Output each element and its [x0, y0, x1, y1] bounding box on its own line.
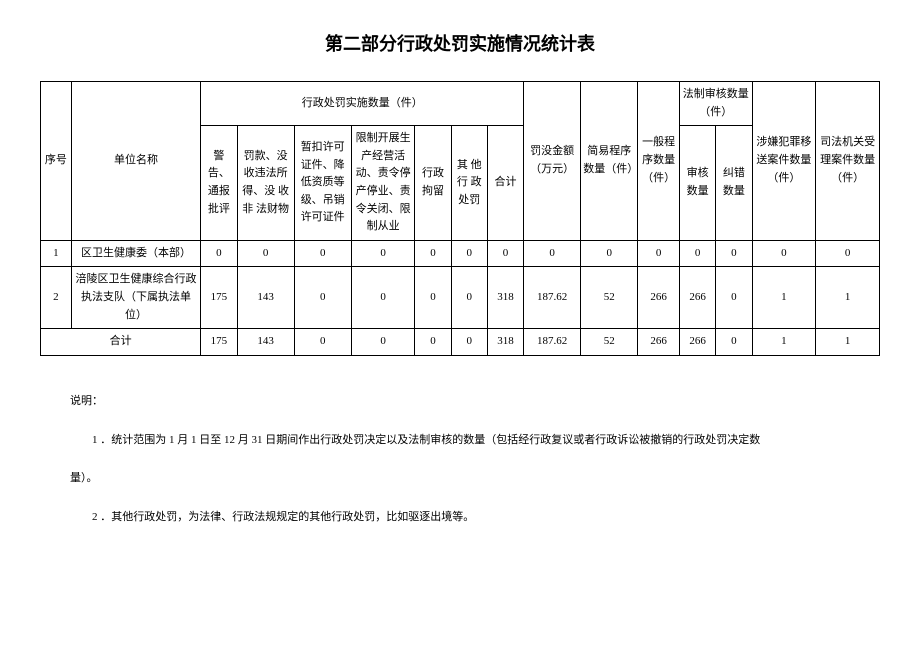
cell-general: 0 — [638, 240, 680, 267]
cell-suspend: 0 — [294, 240, 351, 267]
cell-unit: 涪陵区卫生健康综合行政执法支队（下属执法单位） — [71, 267, 201, 329]
notes-section: 说明： 1 ．统计范围为 1 月 1 日至 12 月 31 日期间作出行政处罚决… — [40, 386, 880, 533]
cell-simple: 52 — [581, 329, 638, 356]
header-suspend: 暂扣许可证件、降低资质等级、吊销许可证件 — [294, 126, 351, 241]
header-warning: 警告、通报批评 — [201, 126, 237, 241]
header-simple: 简易程序数量（件） — [581, 82, 638, 241]
cell-correct: 0 — [716, 329, 752, 356]
cell-total: 318 — [487, 267, 523, 329]
header-legal-group: 法制审核数量（件） — [680, 82, 752, 126]
cell-detain: 0 — [415, 267, 451, 329]
header-restrict: 限制开展生产经营活动、责令停产停业、责令关闭、限制从业 — [351, 126, 415, 241]
cell-amount: 187.62 — [524, 329, 581, 356]
header-review: 审核数量 — [680, 126, 716, 241]
cell-restrict: 0 — [351, 240, 415, 267]
cell-warning: 175 — [201, 329, 237, 356]
cell-total-label: 合计 — [41, 329, 201, 356]
table-row: 2 涪陵区卫生健康综合行政执法支队（下属执法单位） 175 143 0 0 0 … — [41, 267, 880, 329]
cell-amount: 0 — [524, 240, 581, 267]
cell-correct: 0 — [716, 240, 752, 267]
cell-detain: 0 — [415, 240, 451, 267]
stats-table: 序号 单位名称 行政处罚实施数量（件） 罚没金额（万元） 简易程序数量（件） 一… — [40, 81, 880, 356]
cell-simple: 0 — [581, 240, 638, 267]
cell-transfer: 1 — [752, 267, 816, 329]
header-other: 其 他行 政处罚 — [451, 126, 487, 241]
note-1: 1 ．统计范围为 1 月 1 日至 12 月 31 日期间作出行政处罚决定以及法… — [70, 425, 880, 456]
header-penalty-group: 行政处罚实施数量（件） — [201, 82, 524, 126]
cell-review: 266 — [680, 267, 716, 329]
cell-warning: 0 — [201, 240, 237, 267]
table-row-total: 合计 175 143 0 0 0 0 318 187.62 52 266 266… — [41, 329, 880, 356]
header-amount: 罚没金额（万元） — [524, 82, 581, 241]
table-row: 1 区卫生健康委（本部） 0 0 0 0 0 0 0 0 0 0 0 0 0 0 — [41, 240, 880, 267]
header-total: 合计 — [487, 126, 523, 241]
header-fine: 罚款、没收违法所得、没 收 非 法财物 — [237, 126, 294, 241]
note-2: 2 ．其他行政处罚，为法律、行政法规规定的其他行政处罚，比如驱逐出境等。 — [70, 502, 880, 533]
cell-transfer: 0 — [752, 240, 816, 267]
cell-total: 0 — [487, 240, 523, 267]
cell-fine: 143 — [237, 267, 294, 329]
header-seq: 序号 — [41, 82, 72, 241]
cell-review: 266 — [680, 329, 716, 356]
header-judicial: 司法机关受理案件数量（件） — [816, 82, 880, 241]
cell-general: 266 — [638, 329, 680, 356]
cell-transfer: 1 — [752, 329, 816, 356]
cell-general: 266 — [638, 267, 680, 329]
header-unit: 单位名称 — [71, 82, 201, 241]
header-correct: 纠错数量 — [716, 126, 752, 241]
cell-fine: 0 — [237, 240, 294, 267]
cell-correct: 0 — [716, 267, 752, 329]
note-1b: 量）。 — [70, 463, 880, 494]
cell-restrict: 0 — [351, 329, 415, 356]
cell-other: 0 — [451, 267, 487, 329]
cell-total: 318 — [487, 329, 523, 356]
cell-detain: 0 — [415, 329, 451, 356]
cell-other: 0 — [451, 240, 487, 267]
cell-suspend: 0 — [294, 329, 351, 356]
header-general: 一般程序数量（件） — [638, 82, 680, 241]
header-detain: 行政拘留 — [415, 126, 451, 241]
cell-judicial: 0 — [816, 240, 880, 267]
cell-judicial: 1 — [816, 329, 880, 356]
header-transfer: 涉嫌犯罪移送案件数量（件） — [752, 82, 816, 241]
notes-label: 说明： — [70, 386, 880, 417]
cell-warning: 175 — [201, 267, 237, 329]
cell-unit: 区卫生健康委（本部） — [71, 240, 201, 267]
cell-suspend: 0 — [294, 267, 351, 329]
cell-judicial: 1 — [816, 267, 880, 329]
cell-seq: 1 — [41, 240, 72, 267]
cell-simple: 52 — [581, 267, 638, 329]
cell-other: 0 — [451, 329, 487, 356]
cell-seq: 2 — [41, 267, 72, 329]
cell-review: 0 — [680, 240, 716, 267]
cell-fine: 143 — [237, 329, 294, 356]
page-title: 第二部分行政处罚实施情况统计表 — [40, 30, 880, 56]
cell-amount: 187.62 — [524, 267, 581, 329]
cell-restrict: 0 — [351, 267, 415, 329]
